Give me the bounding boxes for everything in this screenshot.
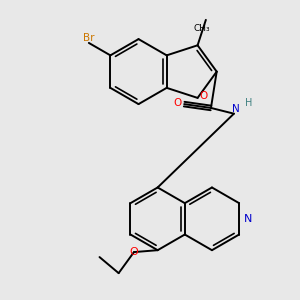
Text: O: O [199, 91, 208, 101]
Text: O: O [130, 247, 138, 257]
Text: CH₃: CH₃ [194, 24, 210, 33]
Text: H: H [245, 98, 252, 108]
Text: Br: Br [83, 33, 94, 43]
Text: N: N [232, 104, 240, 114]
Text: O: O [173, 98, 182, 108]
Text: N: N [244, 214, 252, 224]
